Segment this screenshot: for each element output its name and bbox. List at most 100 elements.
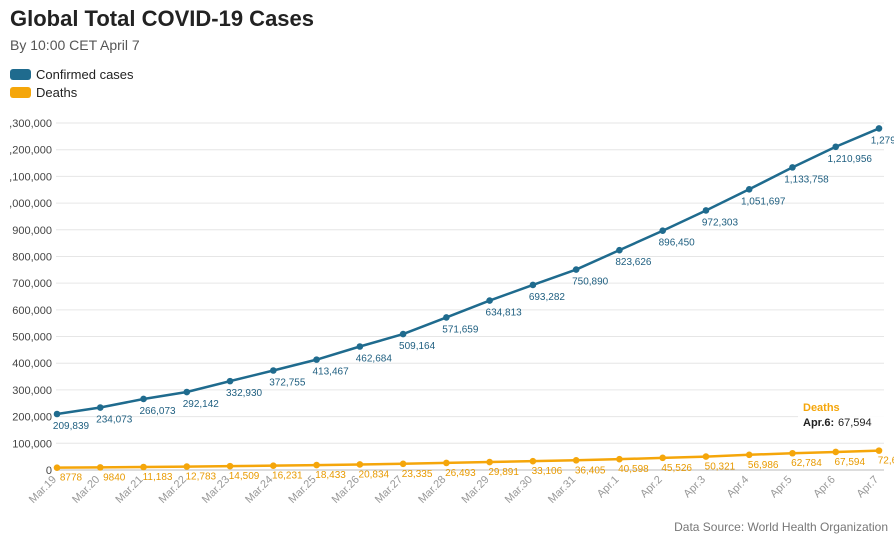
y-tick-label: 100,000 (12, 438, 52, 450)
x-tick-label: Apr.4 (725, 474, 752, 501)
y-tick-label: ,300,000 (9, 118, 52, 130)
deaths-data-label: 26,493 (445, 468, 476, 479)
confirmed-point (96, 404, 104, 411)
y-tick-label: ,100,000 (9, 171, 52, 183)
confirmed-point (616, 246, 623, 254)
y-tick-label: 600,000 (12, 305, 52, 317)
confirmed-data-label: 693,282 (529, 292, 566, 303)
x-tick-label: Mar.30 (503, 474, 535, 506)
deaths-data-label: 14,509 (229, 471, 260, 482)
y-tick-label: ,000,000 (9, 198, 52, 210)
confirmed-point (356, 343, 364, 350)
deaths-point (140, 463, 147, 471)
legend-label-deaths: Deaths (36, 84, 78, 100)
confirmed-point (572, 266, 580, 273)
confirmed-data-label: 292,142 (183, 399, 220, 410)
deaths-data-label: 45,526 (661, 463, 692, 474)
confirmed-point (183, 388, 191, 396)
y-tick-label: 900,000 (12, 225, 52, 237)
confirmed-point (875, 125, 883, 132)
confirmed-point (659, 227, 666, 235)
chart-title: Global Total COVID-19 Cases (10, 6, 315, 31)
x-tick-label: Apr.5 (768, 474, 795, 501)
deaths-point (356, 461, 364, 468)
deaths-data-label: 29,891 (488, 467, 519, 478)
deaths-point (486, 458, 493, 466)
deaths-data-label: 40,598 (618, 464, 649, 475)
confirmed-data-label: 372,755 (269, 378, 306, 389)
confirmed-point (443, 314, 450, 321)
y-tick-label: 800,000 (12, 251, 52, 263)
legend-label-confirmed: Confirmed cases (36, 66, 134, 82)
deaths-data-label: 56,986 (748, 460, 779, 471)
y-tick-label: 0 (46, 465, 52, 477)
deaths-point (702, 453, 710, 460)
deaths-data-label: 67,594 (834, 457, 865, 468)
deaths-point (313, 461, 320, 469)
deaths-point (572, 456, 580, 464)
deaths-data-label: 9840 (103, 472, 126, 483)
deaths-point (745, 451, 753, 459)
confirmed-data-label: 332,930 (226, 388, 263, 399)
confirmed-point (399, 330, 407, 338)
deaths-data-label: 36,405 (575, 465, 606, 476)
deaths-data-label: 23,335 (402, 469, 433, 480)
deaths-point (616, 455, 623, 463)
legend: Confirmed cases Deaths (10, 65, 134, 101)
confirmed-data-label: 413,467 (313, 367, 350, 378)
confirmed-data-label: 1,051,697 (741, 196, 786, 207)
y-tick-label: 700,000 (12, 278, 52, 290)
x-tick-label: Mar.31 (546, 474, 578, 506)
deaths-data-label: 20,834 (359, 469, 390, 480)
chart-subtitle: By 10:00 CET April 7 (10, 37, 140, 53)
tooltip-value: 67,594 (838, 417, 872, 429)
legend-item-deaths[interactable]: Deaths (10, 83, 134, 101)
tooltip-date: Apr.6: (803, 417, 834, 429)
deaths-point (53, 464, 61, 471)
legend-swatch-confirmed (10, 68, 31, 80)
deaths-point (832, 448, 840, 456)
x-tick-label: Apr.3 (681, 474, 708, 501)
deaths-point (183, 463, 191, 470)
confirmed-point (832, 143, 840, 151)
deaths-point (270, 462, 277, 469)
deaths-point (529, 457, 537, 465)
confirmed-data-label: 823,626 (615, 257, 652, 268)
confirmed-point (702, 207, 710, 214)
deaths-data-label: 62,784 (791, 458, 822, 469)
confirmed-data-label: 1,210,956 (827, 154, 872, 165)
confirmed-point (140, 395, 147, 403)
confirmed-data-label: 972,303 (702, 217, 739, 228)
confirmed-point (313, 356, 320, 363)
deaths-line (56, 449, 880, 469)
confirmed-data-label: 634,813 (486, 308, 523, 319)
deaths-data-label: 11,183 (143, 472, 173, 483)
confirmed-cases-line (56, 127, 880, 416)
legend-item-confirmed[interactable]: Confirmed cases (10, 65, 134, 83)
x-tick-label: Apr.6 (811, 474, 838, 501)
deaths-data-label: 8778 (60, 473, 83, 484)
confirmed-data-label: 462,684 (356, 353, 393, 364)
confirmed-point (789, 164, 796, 171)
deaths-point (659, 454, 666, 462)
deaths-point (875, 447, 883, 454)
deaths-point (399, 460, 407, 468)
confirmed-point (270, 367, 277, 374)
confirmed-point (53, 410, 61, 418)
confirmed-point (486, 297, 493, 304)
tooltip-box (798, 396, 888, 432)
deaths-data-label: 50,321 (705, 462, 736, 473)
data-source: Data Source: World Health Organization (674, 520, 888, 534)
deaths-point (443, 459, 450, 467)
confirmed-point (226, 377, 234, 385)
confirmed-data-label: 1,279,722 (871, 135, 894, 146)
deaths-data-label: 72,614 (878, 456, 894, 467)
confirmed-data-label: 234,073 (96, 415, 133, 426)
tooltip-title: Deaths (803, 402, 840, 414)
confirmed-data-label: 1,133,758 (784, 174, 829, 185)
deaths-point (96, 464, 104, 471)
confirmed-data-label: 266,073 (139, 406, 176, 417)
x-tick-label: Mar.19 (27, 474, 59, 506)
y-tick-label: ,200,000 (9, 145, 52, 157)
